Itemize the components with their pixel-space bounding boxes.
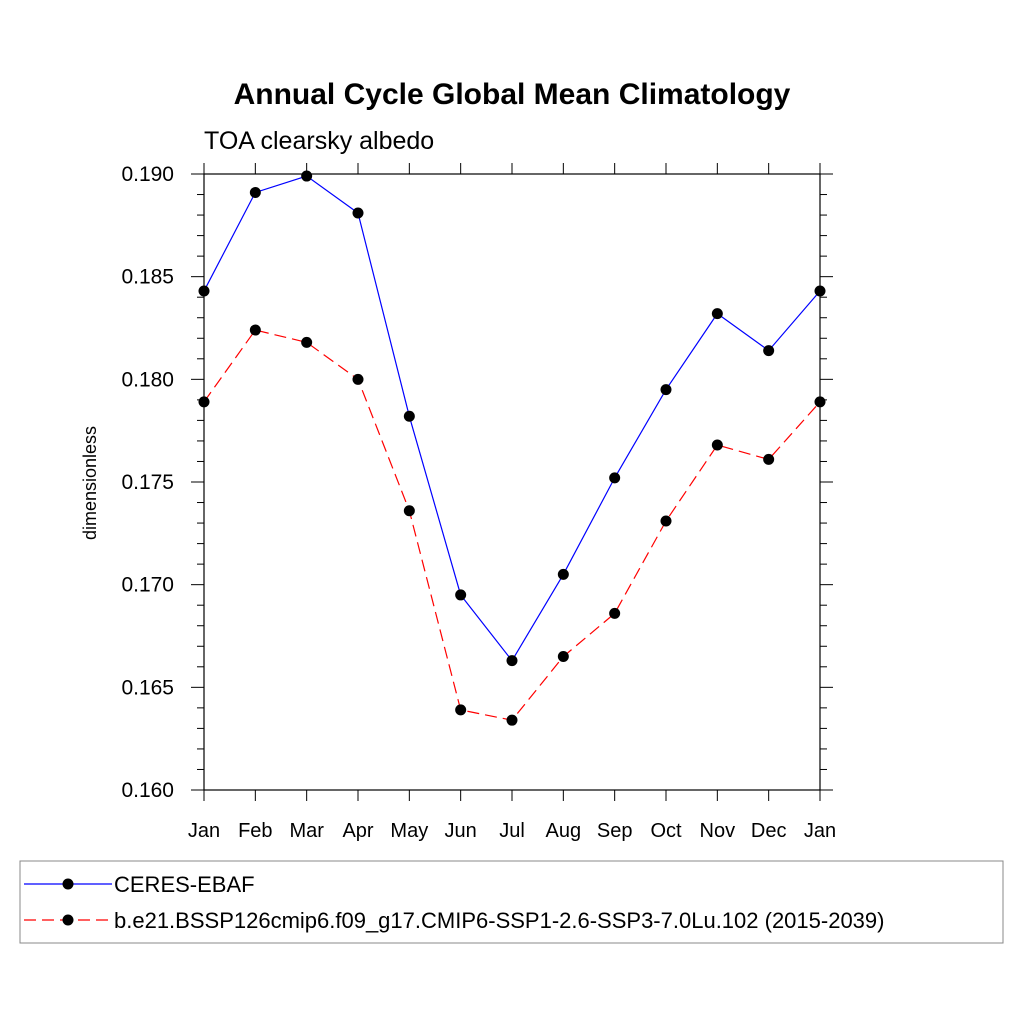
chart-title: Annual Cycle Global Mean Climatology — [234, 78, 791, 111]
axis-ticks — [191, 163, 833, 801]
series-point — [763, 453, 775, 465]
series-point — [711, 308, 723, 320]
chart-subtitle: TOA clearsky albedo — [204, 127, 434, 155]
x-tick-label: Apr — [342, 820, 373, 842]
x-tick-label: May — [390, 820, 428, 842]
series-point — [403, 505, 415, 517]
x-tick-label: Sep — [597, 820, 633, 842]
x-tick-labels: Jan Feb Mar Apr May Jun Jul Aug Sep Oct Nov Dec Jan — [188, 820, 836, 842]
x-tick-label: Mar — [289, 820, 324, 842]
x-tick-label: Jun — [445, 820, 477, 842]
series-point — [763, 345, 775, 357]
series-point — [455, 704, 467, 716]
y-tick-label: 0.185 — [121, 266, 174, 289]
series-layer — [198, 170, 826, 726]
x-tick-label: Jan — [188, 820, 220, 842]
series-point — [557, 568, 569, 580]
x-tick-label: Dec — [751, 820, 787, 842]
series-point — [660, 515, 672, 527]
x-tick-label: Jul — [499, 820, 525, 842]
y-tick-label: 0.165 — [121, 676, 174, 699]
series-point — [506, 655, 518, 667]
x-tick-label: Jan — [804, 820, 836, 842]
x-tick-label: Nov — [700, 820, 736, 842]
series-point — [352, 207, 364, 219]
series-point — [455, 589, 467, 601]
series-point — [301, 336, 313, 348]
y-tick-labels: 0.160 0.165 0.170 0.175 0.180 0.185 0.190 — [121, 163, 174, 802]
series-point — [249, 324, 261, 336]
y-tick-label: 0.190 — [121, 163, 174, 186]
series-line — [203, 175, 821, 662]
series-point — [814, 396, 826, 408]
series-point — [609, 607, 621, 619]
series-point — [506, 714, 518, 726]
y-tick-label: 0.170 — [121, 574, 174, 597]
y-tick-label: 0.180 — [121, 368, 174, 391]
plot-frame — [203, 173, 821, 791]
legend-label: b.e21.BSSP126cmip6.f09_g17.CMIP6-SSP1-2.… — [114, 908, 884, 933]
series-point — [352, 373, 364, 385]
series-point — [198, 285, 210, 297]
legend-marker — [62, 914, 74, 926]
y-tick-label: 0.175 — [121, 471, 174, 494]
series-point — [301, 170, 313, 182]
legend-box — [19, 860, 1004, 944]
series-point — [403, 410, 415, 422]
series-point — [711, 439, 723, 451]
series-point — [249, 186, 261, 198]
series-point — [609, 472, 621, 484]
series-point — [557, 651, 569, 663]
x-tick-label: Oct — [650, 820, 682, 842]
legend-marker — [62, 878, 74, 890]
y-tick-label: 0.160 — [121, 779, 174, 802]
series-point — [198, 396, 210, 408]
y-axis-label: dimensionless — [80, 426, 100, 540]
x-tick-label: Aug — [546, 820, 582, 842]
series-point — [660, 384, 672, 396]
legend-label: CERES-EBAF — [114, 872, 255, 897]
x-tick-label: Feb — [238, 820, 272, 842]
legend: CERES-EBAF b.e21.BSSP126cmip6.f09_g17.CMI… — [24, 872, 884, 933]
series-point — [814, 285, 826, 297]
